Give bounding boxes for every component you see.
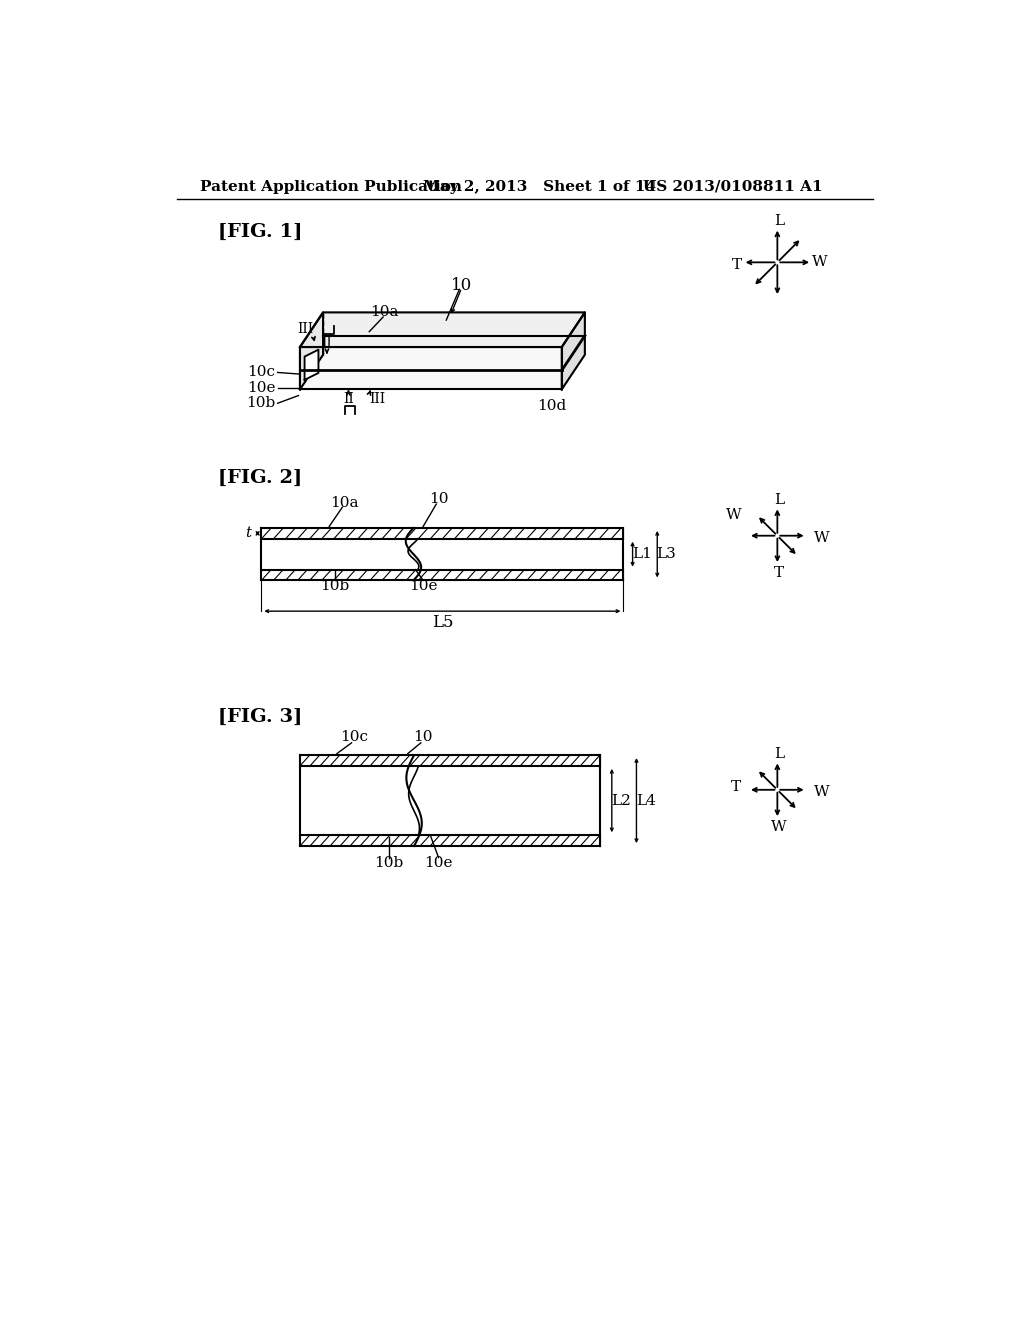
Text: 10e: 10e	[424, 855, 453, 870]
Text: US 2013/0108811 A1: US 2013/0108811 A1	[643, 180, 822, 194]
Text: W: W	[812, 255, 827, 269]
Text: T: T	[774, 566, 784, 579]
Text: [FIG. 3]: [FIG. 3]	[217, 708, 302, 726]
Text: 10a: 10a	[331, 495, 358, 510]
Text: W: W	[813, 785, 829, 799]
Text: 10b: 10b	[246, 396, 275, 411]
Polygon shape	[304, 350, 318, 380]
Text: 10: 10	[414, 730, 433, 744]
Text: W: W	[813, 531, 829, 545]
Text: May 2, 2013   Sheet 1 of 14: May 2, 2013 Sheet 1 of 14	[423, 180, 656, 194]
Text: L2: L2	[611, 793, 631, 808]
Text: L4: L4	[636, 793, 655, 808]
Text: T: T	[731, 780, 741, 795]
Text: L1: L1	[632, 548, 652, 561]
Text: [FIG. 1]: [FIG. 1]	[217, 223, 302, 240]
Text: L5: L5	[432, 614, 454, 631]
Text: 10: 10	[429, 492, 449, 506]
Text: II: II	[343, 392, 354, 407]
Text: II: II	[322, 337, 332, 350]
Text: 10b: 10b	[319, 578, 349, 593]
Text: 10e: 10e	[409, 578, 437, 593]
Text: W: W	[771, 820, 786, 834]
Text: Patent Application Publication: Patent Application Publication	[200, 180, 462, 194]
Polygon shape	[562, 313, 585, 389]
Text: 10c: 10c	[248, 366, 275, 379]
Polygon shape	[300, 313, 323, 389]
Text: L3: L3	[656, 548, 677, 561]
Text: W: W	[726, 508, 741, 523]
Text: t: t	[246, 527, 252, 540]
Text: L: L	[774, 747, 784, 760]
Text: [FIG. 2]: [FIG. 2]	[217, 469, 302, 487]
Text: L: L	[774, 214, 784, 228]
Text: 10c: 10c	[340, 730, 368, 744]
Text: III: III	[297, 322, 313, 337]
Text: 10: 10	[451, 277, 472, 294]
Text: T: T	[731, 257, 741, 272]
Text: 10b: 10b	[374, 855, 403, 870]
Polygon shape	[300, 347, 562, 389]
Text: L: L	[774, 492, 784, 507]
Polygon shape	[300, 313, 585, 347]
Text: 10d: 10d	[538, 400, 566, 413]
Text: 10a: 10a	[371, 305, 399, 319]
Text: III: III	[370, 392, 385, 407]
Text: 10e: 10e	[247, 381, 275, 395]
